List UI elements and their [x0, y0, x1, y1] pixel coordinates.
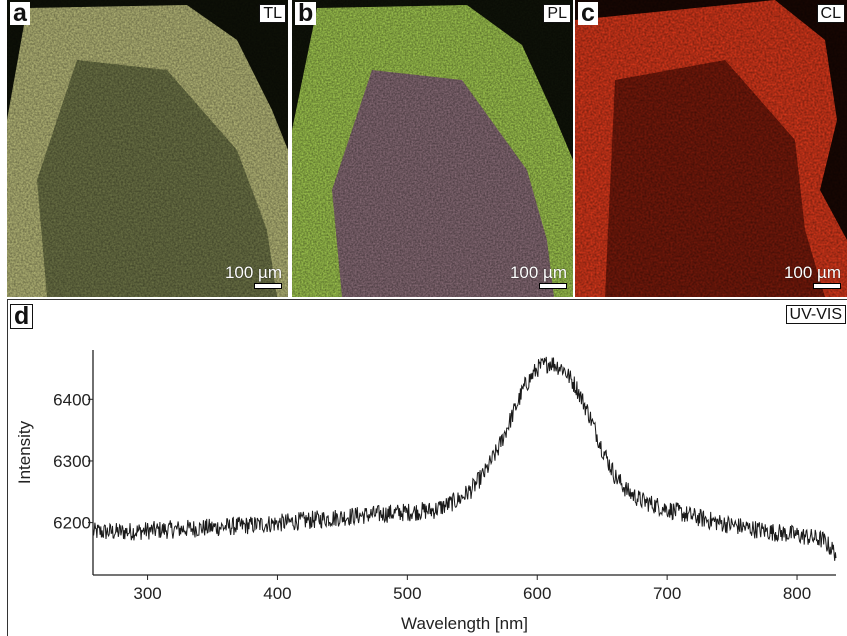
- x-tick-label: 500: [393, 584, 421, 603]
- panel-mode-uv-vis: UV-VIS: [785, 305, 846, 324]
- axis-ticks: 300 400 500 600 700 800 6200 6300 6400: [53, 390, 811, 603]
- y-tick-label: 6300: [53, 452, 91, 471]
- panel-mode-cl: CL: [816, 4, 845, 23]
- x-tick-label: 600: [523, 584, 551, 603]
- x-tick-label: 400: [263, 584, 291, 603]
- x-tick-label: 800: [783, 584, 811, 603]
- y-tick-label: 6400: [53, 390, 91, 409]
- scale-bar-a: [254, 283, 282, 289]
- x-tick-label: 700: [653, 584, 681, 603]
- scale-bar-c: [813, 283, 841, 289]
- x-axis-title: Wavelength [nm]: [401, 614, 528, 633]
- spectrum-panel: 300 400 500 600 700 800 6200 6300 6400 Wavelengt…: [7, 299, 847, 636]
- micrograph-pl: b PL 100 µm: [292, 0, 573, 297]
- micrograph-cl: c CL 100 µm: [575, 0, 847, 297]
- micrograph-tl: a TL 100 µm: [7, 0, 288, 297]
- panel-label-a: a: [10, 1, 30, 26]
- scale-label-c: 100 µm: [783, 263, 841, 282]
- uv-vis-chart: 300 400 500 600 700 800 6200 6300 6400 Wavelengt…: [15, 350, 837, 633]
- panel-mode-pl: PL: [543, 4, 571, 23]
- micrograph-pl-image: [292, 0, 573, 297]
- x-tick-label: 300: [133, 584, 161, 603]
- panel-label-c: c: [578, 1, 598, 26]
- panel-label-d: d: [10, 304, 34, 329]
- panel-label-b: b: [295, 1, 317, 26]
- scale-label-b: 100 µm: [509, 263, 567, 282]
- scale-label-a: 100 µm: [224, 263, 282, 282]
- y-axis-title: Intensity: [15, 420, 34, 484]
- spectrum-line: [92, 356, 837, 561]
- micrograph-cl-image: [575, 0, 847, 297]
- micrograph-tl-image: [7, 0, 288, 297]
- y-tick-label: 6200: [53, 514, 91, 533]
- panel-mode-tl: TL: [259, 4, 286, 23]
- scale-bar-b: [539, 283, 567, 289]
